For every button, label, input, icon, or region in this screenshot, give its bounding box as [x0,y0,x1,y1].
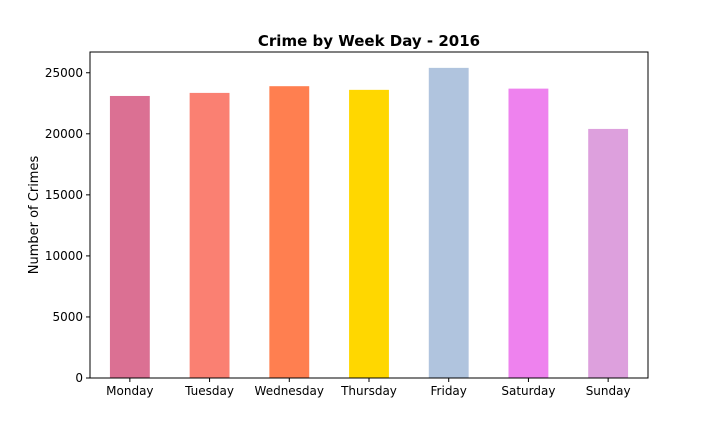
bar-saturday [508,88,549,378]
y-tick-label: 25000 [45,66,83,80]
x-tick-label: Monday [106,384,153,398]
bar-tuesday [189,92,230,379]
bar-friday [428,67,469,379]
x-tick-label: Saturday [501,384,555,398]
bar-monday [109,95,150,379]
bar-wednesday [269,86,310,378]
x-tick-label: Sunday [586,384,631,398]
x-tick-label: Tuesday [184,384,234,398]
chart-title: Crime by Week Day - 2016 [258,32,480,50]
x-tick-label: Thursday [340,384,397,398]
y-tick-label: 20000 [45,127,83,141]
bar-sunday [588,128,629,378]
y-tick-label: 5000 [52,310,83,324]
x-axis-ticks: Monday Tuesday Wednesday Thursday Friday Satu… [106,378,631,398]
y-axis-ticks: 0 5000 10000 15000 20000 25000 [45,66,90,385]
y-tick-label: 10000 [45,249,83,263]
x-tick-label: Friday [431,384,467,398]
y-tick-label: 15000 [45,188,83,202]
x-tick-label: Wednesday [255,384,324,398]
bar-group [109,67,629,379]
bar-thursday [349,89,389,378]
plot-area-frame [89,51,649,379]
y-axis-label: Number of Crimes [27,156,42,275]
y-tick-label: 0 [75,371,83,385]
